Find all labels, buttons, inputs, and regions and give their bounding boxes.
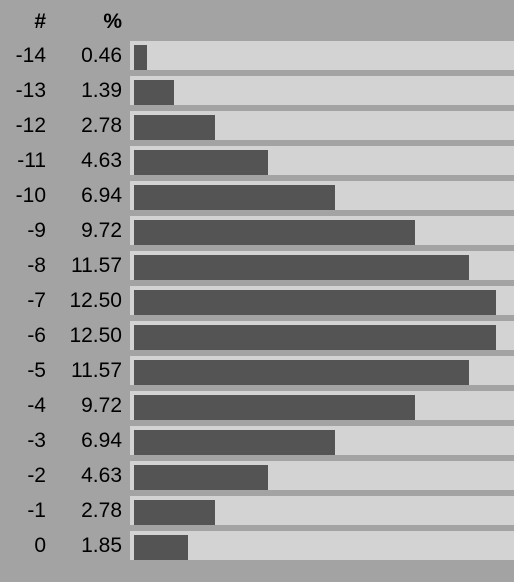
row-percent-label: 4.63: [81, 149, 122, 172]
bar-row: 0 1.85: [0, 531, 514, 560]
bar: [134, 325, 496, 350]
bar-row: -9 9.72: [0, 216, 514, 245]
bar-row: -14 0.46: [0, 41, 514, 70]
bar: [134, 465, 268, 490]
bar-track: [130, 111, 514, 140]
bar-track: [130, 286, 514, 315]
row-percent-label: 11.57: [71, 359, 122, 382]
bar: [134, 80, 174, 105]
row-number-label: -6: [27, 324, 46, 347]
bar: [134, 255, 469, 280]
bar: [134, 45, 147, 70]
row-number-label: -12: [15, 114, 46, 137]
bar: [134, 290, 496, 315]
row-number-label: -10: [15, 184, 46, 207]
bar-row: -1 2.78: [0, 496, 514, 525]
bar-row: -8 11.57: [0, 251, 514, 280]
row-percent-label: 4.63: [81, 464, 122, 487]
bar-row: -4 9.72: [0, 391, 514, 420]
row-number-label: -9: [27, 219, 46, 242]
row-percent-label: 9.72: [81, 219, 122, 242]
row-number-label: -14: [15, 44, 46, 67]
bar-row: -11 4.63: [0, 146, 514, 175]
row-percent-label: 1.85: [81, 534, 122, 557]
bar-track: [130, 41, 514, 70]
bar-row: -3 6.94: [0, 426, 514, 455]
row-number-label: -3: [27, 429, 46, 452]
row-percent-label: 0.46: [81, 44, 122, 67]
bar-track: [130, 391, 514, 420]
bar: [134, 185, 335, 210]
row-number-label: -13: [15, 79, 46, 102]
bar-track: [130, 461, 514, 490]
bar-row: -10 6.94: [0, 181, 514, 210]
row-percent-label: 12.50: [69, 289, 122, 312]
bar: [134, 395, 415, 420]
row-number-label: -8: [27, 254, 46, 277]
row-percent-label: 6.94: [81, 184, 122, 207]
bar-track: [130, 146, 514, 175]
row-number-label: -11: [17, 149, 46, 172]
column-header-number: #: [34, 10, 46, 33]
bar: [134, 220, 415, 245]
bar: [134, 535, 188, 560]
bar-row: -5 11.57: [0, 356, 514, 385]
bar-track: [130, 251, 514, 280]
bar-track: [130, 216, 514, 245]
column-header-percent: %: [103, 10, 122, 33]
bar: [134, 360, 469, 385]
row-percent-label: 6.94: [81, 429, 122, 452]
row-number-label: -7: [27, 289, 46, 312]
row-percent-label: 2.78: [81, 499, 122, 522]
row-percent-label: 9.72: [81, 394, 122, 417]
row-number-label: -4: [27, 394, 46, 417]
row-number-label: -5: [27, 359, 46, 382]
bar-row: -2 4.63: [0, 461, 514, 490]
row-percent-label: 12.50: [69, 324, 122, 347]
row-number-label: -2: [27, 464, 46, 487]
row-number-label: -1: [27, 499, 46, 522]
bar-track: [130, 181, 514, 210]
bar: [134, 115, 215, 140]
bar-row: -13 1.39: [0, 76, 514, 105]
bar-track: [130, 496, 514, 525]
bar: [134, 430, 335, 455]
bar-row: -12 2.78: [0, 111, 514, 140]
bar-row: -7 12.50: [0, 286, 514, 315]
bar-track: [130, 321, 514, 350]
row-number-label: 0: [34, 534, 46, 557]
bar-track: [130, 356, 514, 385]
row-percent-label: 1.39: [81, 79, 122, 102]
bar-row: -6 12.50: [0, 321, 514, 350]
bar-track: [130, 531, 514, 560]
row-percent-label: 11.57: [71, 254, 122, 277]
bar: [134, 150, 268, 175]
bar: [134, 500, 215, 525]
bar-track: [130, 426, 514, 455]
bar-track: [130, 76, 514, 105]
row-percent-label: 2.78: [81, 114, 122, 137]
